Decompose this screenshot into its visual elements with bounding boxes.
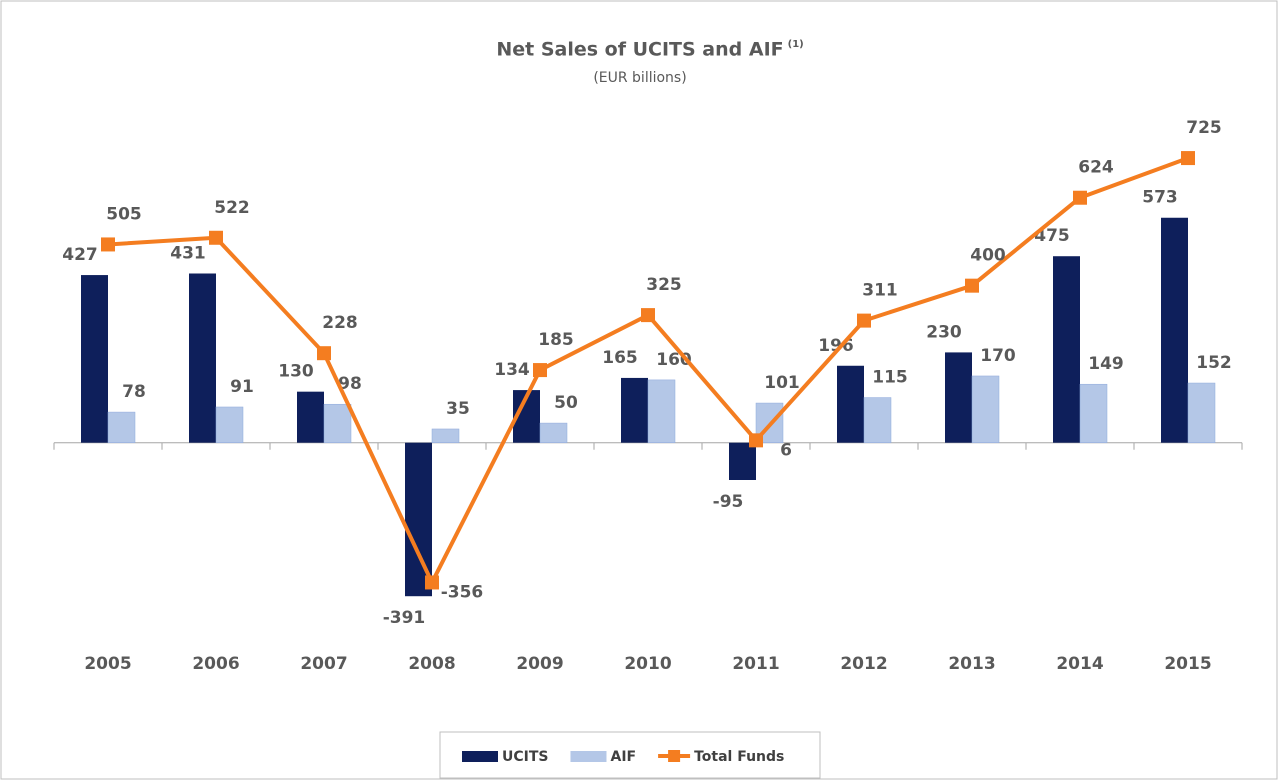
data-label: 311 bbox=[862, 281, 898, 301]
chart-title: Net Sales of UCITS and AIF bbox=[496, 39, 783, 61]
data-label: 475 bbox=[1034, 226, 1070, 246]
legend-swatch bbox=[668, 750, 681, 762]
line-marker bbox=[965, 278, 979, 293]
line-marker bbox=[749, 433, 763, 448]
data-label: 50 bbox=[554, 393, 578, 413]
x-tick-label: 2008 bbox=[408, 654, 455, 674]
line-marker bbox=[101, 237, 115, 252]
data-label: -391 bbox=[383, 608, 426, 628]
line-marker bbox=[317, 346, 331, 361]
bar bbox=[215, 406, 244, 443]
bar bbox=[837, 365, 864, 443]
data-label: 101 bbox=[764, 373, 800, 393]
data-label: 725 bbox=[1186, 118, 1222, 138]
legend bbox=[439, 731, 821, 779]
legend-label: AIF bbox=[610, 749, 636, 765]
bar bbox=[431, 428, 460, 443]
line-marker bbox=[425, 575, 439, 590]
line-marker bbox=[209, 230, 223, 245]
data-label: 325 bbox=[646, 275, 682, 295]
bar bbox=[1079, 383, 1108, 443]
line-marker bbox=[533, 363, 547, 378]
data-label: 152 bbox=[1196, 353, 1232, 373]
data-label: -95 bbox=[713, 492, 744, 512]
x-tick-label: 2005 bbox=[84, 654, 131, 674]
bar bbox=[1187, 382, 1216, 443]
bar bbox=[189, 273, 216, 443]
data-label: 134 bbox=[494, 360, 530, 380]
x-tick-label: 2011 bbox=[732, 654, 779, 674]
bar bbox=[647, 379, 676, 443]
data-label: 624 bbox=[1078, 158, 1114, 178]
x-tick-label: 2014 bbox=[1056, 654, 1103, 674]
bar bbox=[81, 275, 108, 443]
bar bbox=[863, 397, 892, 443]
legend-label: UCITS bbox=[502, 749, 548, 765]
bar bbox=[323, 403, 352, 443]
x-tick-label: 2007 bbox=[300, 654, 347, 674]
data-label: 505 bbox=[106, 204, 142, 224]
bar bbox=[971, 375, 1000, 443]
x-tick-label: 2006 bbox=[192, 654, 239, 674]
bar bbox=[1161, 217, 1188, 443]
data-label: 35 bbox=[446, 399, 470, 419]
line-marker bbox=[857, 313, 871, 328]
data-label: 130 bbox=[278, 362, 314, 382]
line-marker bbox=[1181, 151, 1195, 166]
x-tick-label: 2010 bbox=[624, 654, 671, 674]
data-label: 115 bbox=[872, 368, 908, 388]
x-tick-label: 2012 bbox=[840, 654, 887, 674]
data-label: 427 bbox=[62, 245, 98, 265]
data-label: -356 bbox=[441, 582, 484, 602]
data-label: 98 bbox=[338, 374, 362, 394]
data-label: 165 bbox=[602, 348, 638, 368]
bar bbox=[297, 391, 324, 443]
title-superscript: (1) bbox=[788, 39, 804, 50]
line-marker bbox=[1073, 190, 1087, 205]
data-label: 170 bbox=[980, 346, 1016, 366]
chart-subtitle: (EUR billions) bbox=[593, 70, 686, 86]
data-label: 149 bbox=[1088, 354, 1124, 374]
legend-label: Total Funds bbox=[694, 749, 784, 765]
data-label: 91 bbox=[230, 377, 254, 397]
bar bbox=[1053, 256, 1080, 443]
x-tick-label: 2015 bbox=[1164, 654, 1211, 674]
data-label: 78 bbox=[122, 382, 146, 402]
x-tick-label: 2013 bbox=[948, 654, 995, 674]
x-tick-label: 2009 bbox=[516, 654, 563, 674]
legend-swatch bbox=[570, 751, 607, 762]
legend-swatch bbox=[462, 751, 498, 762]
data-label: 431 bbox=[170, 243, 206, 263]
bar bbox=[621, 377, 648, 443]
bar bbox=[107, 411, 136, 443]
data-label: 400 bbox=[970, 246, 1006, 266]
line-marker bbox=[641, 308, 655, 323]
data-label: 228 bbox=[322, 313, 358, 333]
data-label: 6 bbox=[780, 440, 792, 460]
bar bbox=[945, 352, 972, 443]
data-label: 230 bbox=[926, 322, 962, 342]
bar bbox=[729, 442, 756, 480]
data-label: 522 bbox=[214, 198, 250, 218]
data-label: 185 bbox=[538, 330, 574, 350]
bar bbox=[539, 422, 568, 443]
data-label: 573 bbox=[1142, 188, 1178, 208]
